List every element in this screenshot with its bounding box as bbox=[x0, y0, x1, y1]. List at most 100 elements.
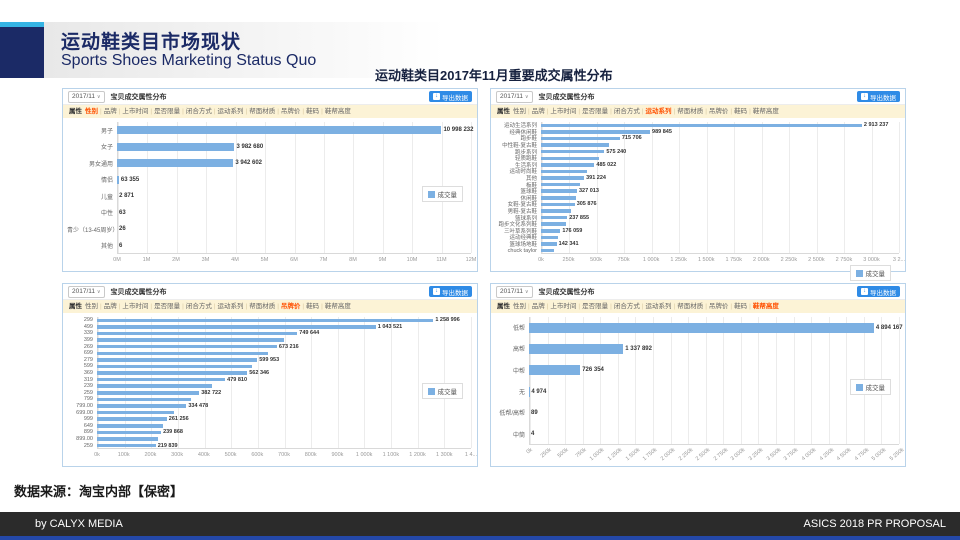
tab-运动系列[interactable]: 运动系列 bbox=[645, 108, 672, 115]
export-data-button[interactable]: ↓ 导出数据 bbox=[857, 286, 900, 297]
x-tick-label: 4 000k bbox=[800, 447, 818, 463]
tab-上市时间[interactable]: 上市时间 bbox=[550, 303, 577, 310]
bar-row: 板鞋 bbox=[495, 181, 899, 189]
tab-separator: | bbox=[730, 303, 733, 310]
bar-row: 休闲鞋 bbox=[495, 195, 899, 202]
bar bbox=[117, 175, 119, 184]
tab-separator: | bbox=[182, 108, 184, 115]
attribute-tabbar: 属性 性别 | 品牌 | 上市时间 | 是否限量 | 闭合方式 | 运动系列 | 帮面材质 | 吊牌价 | 鞋码 |… bbox=[63, 105, 477, 118]
tab-是否限量[interactable]: 是否限量 bbox=[582, 303, 609, 310]
tab-上市时间[interactable]: 上市时间 bbox=[550, 108, 577, 115]
x-tick-label: 3 500k bbox=[765, 447, 783, 463]
tab-上市时间[interactable]: 上市时间 bbox=[122, 108, 149, 115]
panel-header: 2017/11 ∨ 宝贝成交属性分布 ↓ 导出数据 bbox=[491, 284, 905, 300]
bar-track: 327 013 bbox=[541, 188, 899, 195]
bar bbox=[97, 325, 376, 329]
export-data-button[interactable]: ↓ 导出数据 bbox=[429, 91, 472, 102]
tab-性别[interactable]: 性别 bbox=[85, 108, 98, 115]
tab-帮面材质[interactable]: 帮面材质 bbox=[677, 303, 704, 310]
x-tick-label: 1 000k bbox=[642, 257, 660, 263]
bar bbox=[97, 371, 248, 375]
tab-闭合方式[interactable]: 闭合方式 bbox=[613, 108, 640, 115]
tab-是否限量[interactable]: 是否限量 bbox=[582, 108, 609, 115]
tab-性别[interactable]: 性别 bbox=[513, 108, 526, 115]
tab-品牌[interactable]: 品牌 bbox=[103, 303, 117, 310]
tab-上市时间[interactable]: 上市时间 bbox=[122, 303, 149, 310]
x-tick-label: 250k bbox=[539, 447, 553, 460]
period-dropdown[interactable]: 2017/11 ∨ bbox=[68, 90, 105, 103]
period-dropdown[interactable]: 2017/11 ∨ bbox=[496, 285, 533, 298]
tab-是否限量[interactable]: 是否限量 bbox=[154, 303, 181, 310]
category-label: 青少（13-45周岁） bbox=[67, 227, 117, 234]
tab-性别[interactable]: 性别 bbox=[85, 303, 98, 310]
legend[interactable]: 成交量 bbox=[849, 379, 891, 395]
bar-track bbox=[541, 208, 899, 215]
category-label: 篮球鞋 bbox=[520, 189, 537, 196]
period-dropdown[interactable]: 2017/11 ∨ bbox=[496, 90, 533, 103]
tab-鞋帮高度[interactable]: 鞋帮高度 bbox=[324, 303, 351, 310]
export-data-button[interactable]: ↓ 导出数据 bbox=[857, 91, 900, 102]
bar-track bbox=[541, 155, 899, 162]
bar-track bbox=[97, 337, 471, 344]
category-label: 369 bbox=[83, 370, 93, 377]
attribute-label: 属性 bbox=[69, 108, 82, 115]
bar-track: 219 839 bbox=[97, 442, 471, 449]
bar bbox=[541, 229, 561, 233]
title-band: 运动鞋类目市场现状 Sports Shoes Marketing Status … bbox=[44, 22, 490, 78]
tab-鞋码[interactable]: 鞋码 bbox=[734, 303, 748, 310]
footer-credit: by CALYX MEDIA bbox=[35, 518, 123, 530]
bar-row: 599 bbox=[67, 363, 471, 370]
category-label: 女鞋-复古鞋 bbox=[507, 202, 537, 209]
bar-row: 999 261 256 bbox=[67, 416, 471, 423]
tab-鞋码[interactable]: 鞋码 bbox=[306, 108, 320, 115]
x-tick-label: 4 500k bbox=[835, 447, 853, 463]
legend[interactable]: 成交量 bbox=[421, 186, 463, 202]
bar-row: 其他 391 224 bbox=[495, 175, 899, 182]
tab-吊牌价[interactable]: 吊牌价 bbox=[280, 303, 301, 310]
legend[interactable]: 成交量 bbox=[421, 383, 463, 399]
tab-品牌[interactable]: 品牌 bbox=[531, 108, 545, 115]
tab-运动系列[interactable]: 运动系列 bbox=[645, 303, 672, 310]
tab-吊牌价[interactable]: 吊牌价 bbox=[280, 108, 301, 115]
plot-area: 男子 10 998 232 女子 3 982 680 男女通用 3 942 60… bbox=[67, 120, 476, 267]
tab-鞋帮高度[interactable]: 鞋帮高度 bbox=[752, 108, 779, 115]
tab-品牌[interactable]: 品牌 bbox=[103, 108, 117, 115]
tab-帮面材质[interactable]: 帮面材质 bbox=[249, 108, 276, 115]
attribute-tabbar: 属性 性别 | 品牌 | 上市时间 | 是否限量 | 闭合方式 | 运动系列 | 帮面材质 | 吊牌价 | 鞋码 |… bbox=[491, 300, 905, 313]
tab-鞋帮高度[interactable]: 鞋帮高度 bbox=[324, 108, 351, 115]
tab-品牌[interactable]: 品牌 bbox=[531, 303, 545, 310]
bar bbox=[97, 443, 156, 448]
bar-row: 中性鞋-复古鞋 bbox=[495, 142, 899, 149]
period-dropdown[interactable]: 2017/11 ∨ bbox=[68, 285, 105, 298]
tab-帮面材质[interactable]: 帮面材质 bbox=[249, 303, 276, 310]
tab-性别[interactable]: 性别 bbox=[513, 303, 526, 310]
tab-separator: | bbox=[302, 108, 305, 115]
bar bbox=[97, 351, 268, 356]
category-label: 799 bbox=[83, 396, 93, 403]
tab-是否限量[interactable]: 是否限量 bbox=[154, 108, 181, 115]
tab-闭合方式[interactable]: 闭合方式 bbox=[185, 108, 212, 115]
tab-separator: | bbox=[302, 303, 305, 310]
tab-运动系列[interactable]: 运动系列 bbox=[217, 303, 244, 310]
bar bbox=[541, 235, 559, 240]
category-label: 女子 bbox=[100, 145, 113, 152]
tab-帮面材质[interactable]: 帮面材质 bbox=[677, 108, 704, 115]
tab-鞋码[interactable]: 鞋码 bbox=[306, 303, 320, 310]
x-tick-label: 2 500k bbox=[695, 447, 712, 463]
bar-rows: 低帮 4 894 167 高帮 1 337 892 中帮 726 354 无 4… bbox=[495, 317, 903, 445]
category-label: 799.00 bbox=[76, 403, 93, 410]
value-label: 391 224 bbox=[586, 175, 606, 182]
tab-鞋帮高度[interactable]: 鞋帮高度 bbox=[752, 303, 779, 310]
tab-运动系列[interactable]: 运动系列 bbox=[217, 108, 244, 115]
export-data-button[interactable]: ↓ 导出数据 bbox=[429, 286, 472, 297]
value-label: 142 341 bbox=[558, 240, 579, 247]
tab-吊牌价[interactable]: 吊牌价 bbox=[708, 108, 729, 115]
tab-闭合方式[interactable]: 闭合方式 bbox=[185, 303, 212, 310]
tab-吊牌价[interactable]: 吊牌价 bbox=[708, 303, 729, 310]
tab-闭合方式[interactable]: 闭合方式 bbox=[613, 303, 640, 310]
legend[interactable]: 成交量 bbox=[849, 265, 891, 281]
bar bbox=[97, 397, 191, 402]
category-label: 中筒 bbox=[512, 432, 525, 439]
bar-row: 男女通用 3 942 602 bbox=[67, 155, 471, 172]
tab-鞋码[interactable]: 鞋码 bbox=[734, 108, 748, 115]
